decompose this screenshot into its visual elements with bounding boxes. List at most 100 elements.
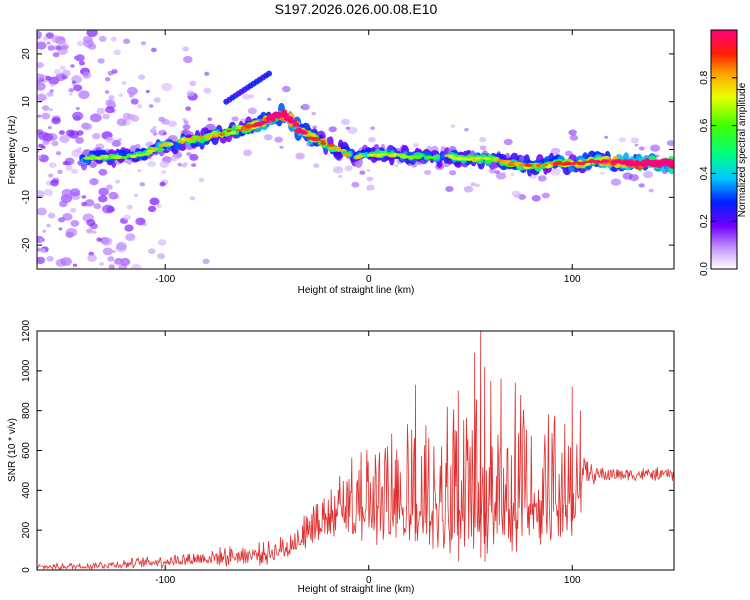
noise-blob [37,73,44,80]
noise-blob [116,242,127,251]
colorbar: 0.0 0.2 0.4 0.6 0.8 Normalized spectral ampl… [699,29,748,276]
noise-blob [75,136,85,144]
noise-blob [167,120,177,128]
noise-blob [666,140,674,147]
noise-blob [618,137,626,143]
noise-blob [108,264,115,269]
noise-blob [537,175,547,182]
noise-blob [72,111,84,121]
noise-blob [122,112,132,120]
noise-blob [207,117,212,121]
noise-blob [82,71,92,79]
ridge-blob [292,124,300,127]
ridge-blob [282,113,290,117]
noise-blob [281,85,291,93]
colorbar-tick-label: 0.4 [699,166,710,180]
noise-blob [69,207,77,213]
noise-blob [39,248,46,254]
ridge-blob [441,152,447,159]
noise-blob [600,171,605,175]
noise-blob [82,123,93,131]
noise-blob [59,134,70,144]
noise-blob [62,161,68,166]
noise-blob [470,182,476,187]
ridge-blob [261,120,271,124]
noise-blob [101,237,113,246]
noise-blob [37,149,40,153]
noise-blob [37,154,42,160]
y-tick-label: 600 [21,442,32,459]
noise-blob [123,214,131,221]
noise-blob [550,168,561,176]
noise-blob [104,90,110,94]
noise-blob [279,145,284,149]
noise-blob [84,199,95,207]
noise-blob [65,165,73,171]
noise-blob [149,197,160,206]
snr-x-axis-label: Height of straight line (km) [298,584,415,595]
noise-blob [183,55,193,64]
noise-blob [541,192,550,199]
noise-blob [86,228,93,234]
noise-blob [115,179,121,184]
noise-blob [52,52,60,58]
noise-blob [648,188,654,193]
ridge-blob [414,155,423,160]
noise-blob [41,112,51,120]
noise-blob [59,200,68,208]
noise-blob [86,219,96,227]
noise-blob [370,126,376,131]
noise-blob [62,212,73,221]
noise-blob [183,162,188,166]
noise-blob [138,74,146,80]
noise-blob [45,75,52,81]
snr-line-area [37,331,674,570]
noise-blob [130,98,139,105]
noise-blob [366,176,374,182]
ridge-blob [355,154,364,159]
spectrogram-x-axis-label: Height of straight line (km) [298,285,415,296]
y-tick-label: -10 [21,190,32,205]
noise-blob [37,114,42,118]
noise-blob [488,168,497,174]
noise-blob [41,105,50,111]
noise-blob [345,126,350,130]
ridge-blob [146,149,156,153]
ridge-blob [219,132,226,137]
ridge-blob [99,154,105,159]
ridge-blob [542,162,549,167]
y-tick-label: 800 [21,402,32,419]
ridge-blob [188,137,195,140]
noise-blob [48,173,54,178]
noise-blob [295,152,305,160]
noise-blob [628,173,639,182]
noise-blob [147,205,157,213]
noise-blob [159,181,166,187]
ridge-blob [268,116,275,119]
noise-blob [98,168,108,176]
noise-blob [243,149,253,157]
noise-blob [182,124,191,130]
noise-blob [347,126,358,135]
noise-blob [98,195,108,203]
noise-blob [204,71,210,76]
noise-blob [96,107,106,115]
noise-blob [72,263,78,267]
ridge-blob [342,152,351,157]
noise-blob [37,82,46,91]
noise-blob [75,106,80,111]
y-tick-label: 200 [21,521,32,538]
noise-blob [338,174,343,179]
ridge-blob [300,131,309,135]
y-tick-label: 400 [21,482,32,499]
noise-blob [125,233,136,241]
ridge-blob [407,155,417,160]
y-tick-label: 1000 [21,359,32,382]
noise-blob [182,46,189,52]
noise-blob [202,258,210,265]
noise-blob [247,107,257,115]
noise-blob [123,38,131,44]
